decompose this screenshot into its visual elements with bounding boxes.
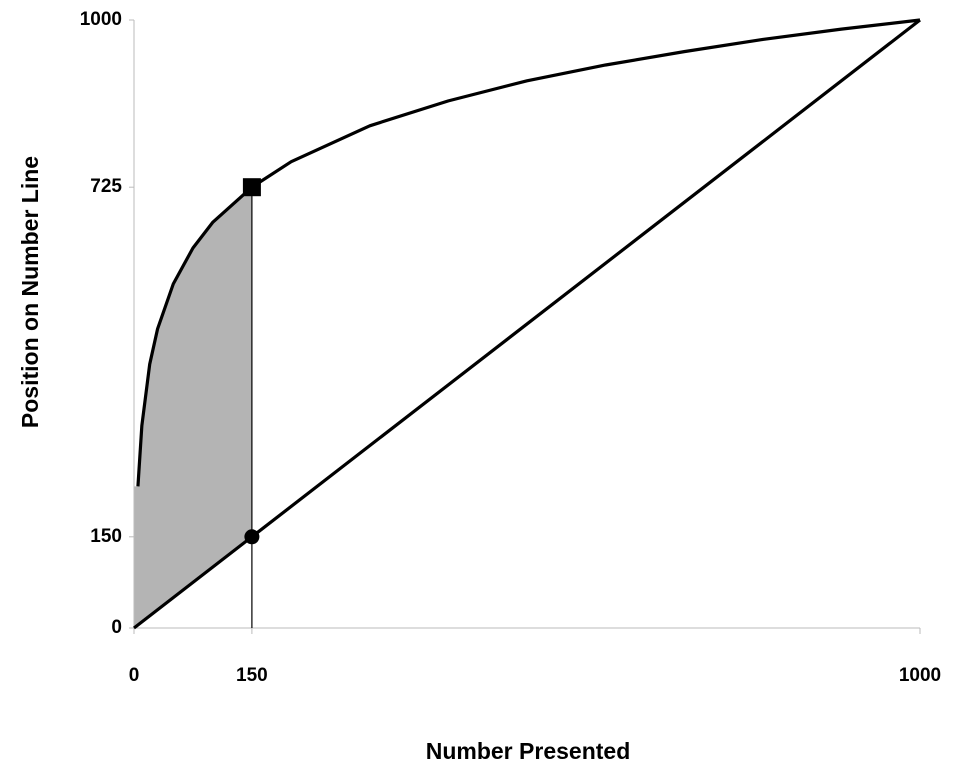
square-marker <box>242 178 261 197</box>
y-tick-label: 150 <box>90 526 122 547</box>
circle-marker <box>244 529 260 545</box>
x-tick-label: 1000 <box>899 665 941 686</box>
x-axis-title: Number Presented <box>426 738 631 764</box>
x-tick-label: 150 <box>236 665 268 686</box>
y-tick-label: 0 <box>111 617 122 638</box>
y-tick-label: 725 <box>90 176 122 197</box>
y-axis-title: Position on Number Line <box>17 156 43 428</box>
x-tick-label: 0 <box>129 665 140 686</box>
series-line <box>136 18 921 487</box>
shaded-area <box>134 187 252 628</box>
y-tick-label: 1000 <box>80 9 122 30</box>
series-line <box>133 18 921 630</box>
